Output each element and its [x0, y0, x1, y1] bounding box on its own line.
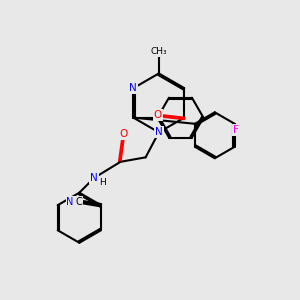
Text: N: N — [66, 197, 74, 207]
Text: N: N — [90, 173, 98, 183]
Text: F: F — [233, 125, 239, 135]
Text: H: H — [100, 178, 106, 187]
Text: N: N — [130, 83, 137, 93]
Text: CH₃: CH₃ — [151, 47, 167, 56]
Text: O: O — [119, 129, 128, 139]
Text: C: C — [76, 197, 82, 207]
Text: N: N — [155, 127, 163, 137]
Text: O: O — [154, 110, 162, 120]
